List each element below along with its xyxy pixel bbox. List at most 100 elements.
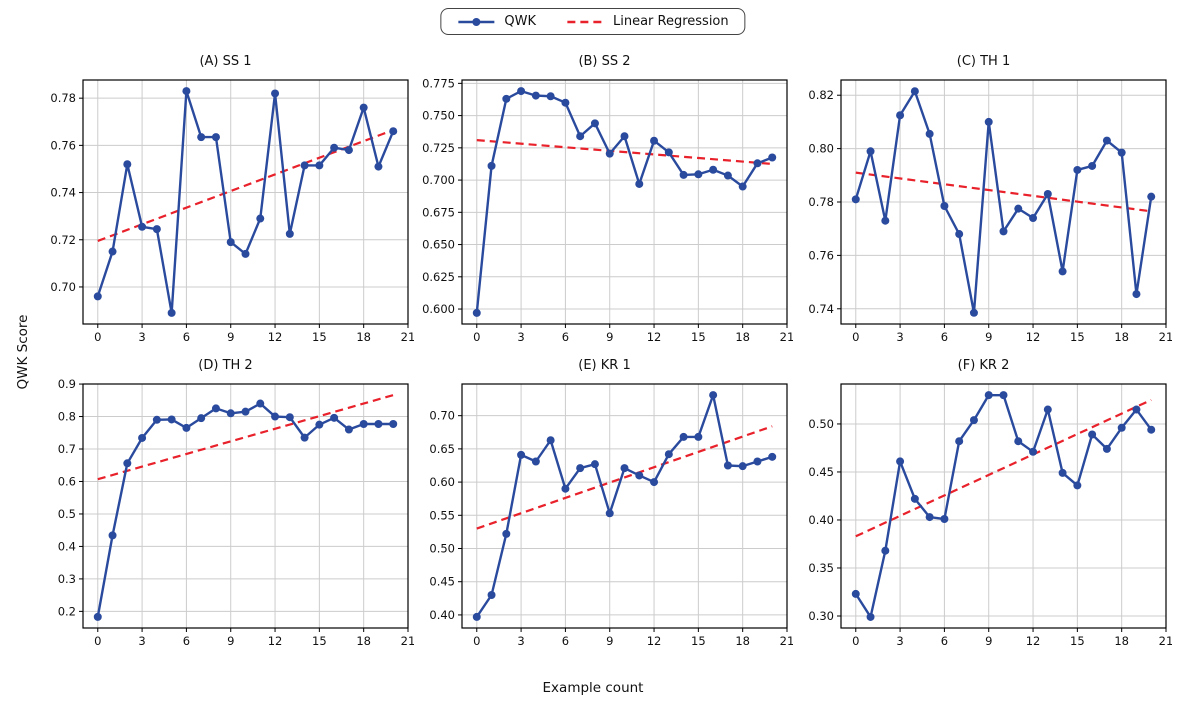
svg-text:0.74: 0.74 bbox=[808, 302, 834, 316]
svg-text:9: 9 bbox=[227, 634, 234, 648]
svg-text:12: 12 bbox=[647, 634, 662, 648]
subplot-c-canvas: 0 3 6 9 12 15 18 21 0.74 0.76 0.78 0.80 0.82 bbox=[795, 72, 1173, 346]
svg-text:6: 6 bbox=[562, 634, 569, 648]
legend-label-qwk: QWK bbox=[504, 14, 536, 29]
svg-text:21: 21 bbox=[401, 330, 414, 344]
svg-text:12: 12 bbox=[268, 330, 283, 344]
svg-text:15: 15 bbox=[1070, 634, 1085, 648]
svg-text:6: 6 bbox=[941, 330, 948, 344]
y-axis-label: QWK Score bbox=[15, 314, 31, 390]
subplot-e-title: (E) KR 1 bbox=[578, 358, 631, 373]
svg-text:0: 0 bbox=[473, 634, 480, 648]
svg-text:0.625: 0.625 bbox=[422, 270, 455, 284]
svg-text:0.40: 0.40 bbox=[429, 608, 455, 622]
svg-text:0: 0 bbox=[473, 330, 480, 344]
subplot-a-ss1: (A) SS 1 0 3 6 9 12 15 18 21 0.70 0.72 0.74 0.76 0.7… bbox=[36, 52, 415, 348]
legend-label-regression: Linear Regression bbox=[612, 14, 729, 29]
svg-text:9: 9 bbox=[985, 330, 992, 344]
regression-dashed-line-icon bbox=[566, 20, 603, 23]
svg-text:21: 21 bbox=[1159, 330, 1172, 344]
svg-text:0: 0 bbox=[94, 634, 101, 648]
svg-text:0.675: 0.675 bbox=[422, 205, 455, 219]
svg-text:15: 15 bbox=[312, 634, 327, 648]
svg-text:15: 15 bbox=[1070, 330, 1085, 344]
svg-text:0.40: 0.40 bbox=[808, 513, 834, 527]
subplot-c-title: (C) TH 1 bbox=[956, 54, 1011, 69]
svg-text:21: 21 bbox=[780, 330, 793, 344]
svg-text:0.70: 0.70 bbox=[429, 409, 455, 423]
plots-grid: QWK Score (A) SS 1 0 3 6 9 12 15 18 21 0.70 0.72 0… bbox=[10, 52, 1173, 652]
svg-text:0.55: 0.55 bbox=[429, 508, 455, 522]
subplot-b-canvas: 0 3 6 9 12 15 18 21 0.600 0.625 0.650 0.675 0.700 0.7… bbox=[416, 72, 794, 346]
svg-text:0.7: 0.7 bbox=[58, 442, 76, 456]
subplot-a-title: (A) SS 1 bbox=[199, 54, 252, 69]
svg-text:6: 6 bbox=[941, 634, 948, 648]
svg-text:0.60: 0.60 bbox=[429, 475, 455, 489]
svg-text:3: 3 bbox=[517, 330, 524, 344]
svg-text:0.65: 0.65 bbox=[429, 442, 455, 456]
svg-text:0.30: 0.30 bbox=[808, 609, 834, 623]
legend: QWK Linear Regression bbox=[440, 8, 746, 35]
svg-text:15: 15 bbox=[691, 634, 706, 648]
svg-text:3: 3 bbox=[896, 634, 903, 648]
svg-text:12: 12 bbox=[1026, 330, 1041, 344]
svg-text:0.80: 0.80 bbox=[808, 142, 834, 156]
svg-text:0.9: 0.9 bbox=[58, 377, 76, 391]
svg-text:15: 15 bbox=[691, 330, 706, 344]
svg-text:0.775: 0.775 bbox=[422, 76, 455, 90]
svg-text:0: 0 bbox=[94, 330, 101, 344]
svg-text:0.3: 0.3 bbox=[58, 572, 76, 586]
svg-text:0.2: 0.2 bbox=[58, 604, 76, 618]
svg-text:0.650: 0.650 bbox=[422, 238, 455, 252]
svg-text:0.78: 0.78 bbox=[50, 91, 76, 105]
svg-text:3: 3 bbox=[138, 330, 145, 344]
svg-text:0.750: 0.750 bbox=[422, 109, 455, 123]
svg-text:18: 18 bbox=[1114, 330, 1129, 344]
subplot-a-canvas: 0 3 6 9 12 15 18 21 0.70 0.72 0.74 0.76 0.78 bbox=[37, 72, 415, 346]
svg-text:0.76: 0.76 bbox=[808, 248, 834, 262]
svg-text:0.6: 0.6 bbox=[58, 474, 76, 488]
svg-text:21: 21 bbox=[780, 634, 793, 648]
subplot-f-canvas: 0 3 6 9 12 15 18 21 0.30 0.35 0.40 0.45 0.50 bbox=[795, 376, 1173, 650]
svg-text:0.70: 0.70 bbox=[50, 280, 76, 294]
svg-text:6: 6 bbox=[562, 330, 569, 344]
svg-text:0: 0 bbox=[852, 634, 859, 648]
subplot-d-th2: (D) TH 2 0 3 6 9 12 15 18 21 0.2 0.3 0.4 0.5 0.6 0.7 0… bbox=[36, 356, 416, 652]
subplot-d-canvas: 0 3 6 9 12 15 18 21 0.2 0.3 0.4 0.5 0.6 0.7 0.8 0.9 bbox=[37, 376, 416, 650]
subplot-e-kr1: (E) KR 1 0 3 6 9 12 15 18 21 0.40 0.45 0.50 0.55 0.6… bbox=[415, 356, 794, 652]
svg-text:15: 15 bbox=[312, 330, 327, 344]
svg-text:0.35: 0.35 bbox=[808, 561, 834, 575]
legend-entry-regression: Linear Regression bbox=[566, 14, 729, 29]
svg-text:9: 9 bbox=[606, 330, 613, 344]
svg-text:18: 18 bbox=[356, 330, 371, 344]
svg-text:18: 18 bbox=[1114, 634, 1129, 648]
subplot-b-title: (B) SS 2 bbox=[578, 54, 631, 69]
qwk-line-dot-icon bbox=[458, 17, 495, 26]
subplot-b-ss2: (B) SS 2 0 3 6 9 12 15 18 21 0.600 0.625 0.650 0.67… bbox=[415, 52, 794, 348]
svg-text:0.74: 0.74 bbox=[50, 186, 76, 200]
svg-text:18: 18 bbox=[735, 634, 750, 648]
svg-text:0.600: 0.600 bbox=[422, 302, 455, 316]
svg-text:18: 18 bbox=[356, 634, 371, 648]
svg-text:0.4: 0.4 bbox=[58, 539, 76, 553]
svg-text:0.5: 0.5 bbox=[58, 507, 76, 521]
svg-text:0.700: 0.700 bbox=[422, 173, 455, 187]
svg-text:12: 12 bbox=[1026, 634, 1041, 648]
svg-text:21: 21 bbox=[401, 634, 414, 648]
subplot-e-canvas: 0 3 6 9 12 15 18 21 0.40 0.45 0.50 0.55 0.60 0.65 0.70 bbox=[416, 376, 794, 650]
svg-text:9: 9 bbox=[227, 330, 234, 344]
subplot-d-title: (D) TH 2 bbox=[198, 358, 253, 373]
subplot-c-th1: (C) TH 1 0 3 6 9 12 15 18 21 0.74 0.76 0.78 0.80 0.8… bbox=[794, 52, 1173, 348]
svg-text:0.45: 0.45 bbox=[429, 575, 455, 589]
svg-text:0.50: 0.50 bbox=[429, 542, 455, 556]
svg-text:3: 3 bbox=[896, 330, 903, 344]
svg-text:0.45: 0.45 bbox=[808, 465, 834, 479]
svg-text:0.82: 0.82 bbox=[808, 88, 834, 102]
svg-text:9: 9 bbox=[985, 634, 992, 648]
svg-text:12: 12 bbox=[268, 634, 283, 648]
svg-text:18: 18 bbox=[735, 330, 750, 344]
svg-text:0.8: 0.8 bbox=[58, 410, 76, 424]
svg-text:0.725: 0.725 bbox=[422, 141, 455, 155]
svg-text:21: 21 bbox=[1159, 634, 1172, 648]
